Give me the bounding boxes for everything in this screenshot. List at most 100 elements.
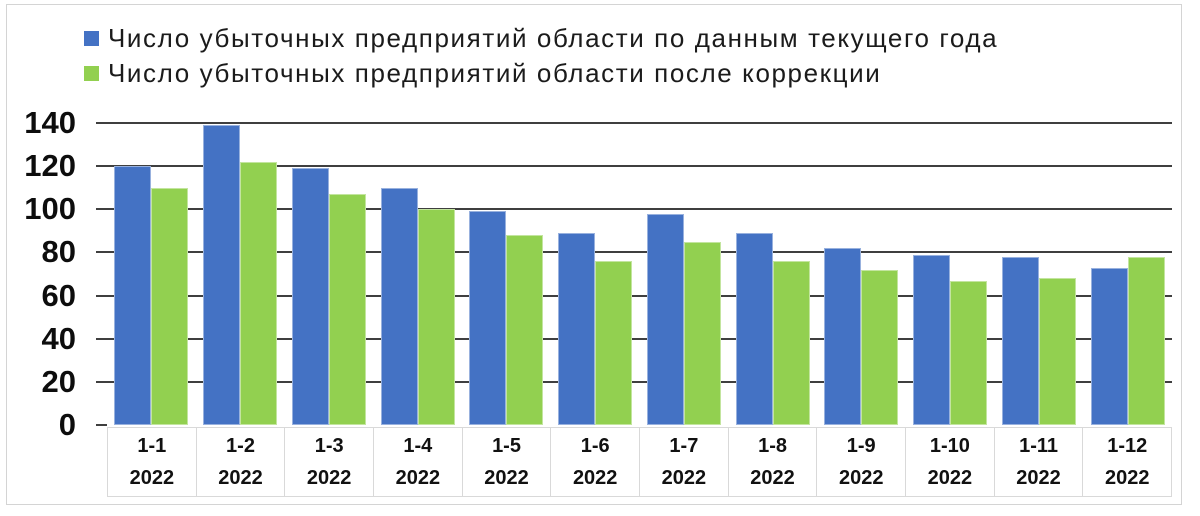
bar-group-1-2 xyxy=(196,123,285,425)
legend-swatch-icon xyxy=(84,66,99,81)
x-year-label: 2022 xyxy=(218,467,263,489)
x-category-label: 1-9 xyxy=(846,435,876,457)
y-tick-label: 60 xyxy=(41,277,76,313)
bar-current-year-1-1 xyxy=(114,166,152,425)
bar-current-year-1-7 xyxy=(646,213,684,425)
gridline xyxy=(107,251,1172,254)
x-category-cell-1-1: 1-1 2022 xyxy=(107,428,196,496)
bar-current-year-1-2 xyxy=(203,125,241,425)
bar-current-year-1-10 xyxy=(913,254,951,425)
bar-group-1-3 xyxy=(285,123,374,425)
plot-area xyxy=(107,122,1172,425)
x-category-label: 1-10 xyxy=(929,435,970,457)
bar-group-1-6 xyxy=(551,123,640,425)
y-tick-mark xyxy=(96,208,107,211)
legend-item-1: Число убыточных предприятий области посл… xyxy=(84,56,998,91)
y-tick-label: 140 xyxy=(24,105,76,140)
x-category-cell-1-6: 1-6 2022 xyxy=(550,428,639,496)
y-tick-mark xyxy=(96,424,107,426)
x-category-cell-1-11: 1-11 2022 xyxy=(993,428,1083,496)
y-axis: 0 20 40 60 80 100 120 140 xyxy=(0,0,76,516)
bar-corrected-1-11 xyxy=(1038,278,1076,425)
bar-corrected-1-12 xyxy=(1127,256,1165,425)
y-tick-label: 100 xyxy=(24,191,76,227)
x-category-cell-1-8: 1-8 2022 xyxy=(727,428,817,496)
x-year-label: 2022 xyxy=(129,467,175,489)
bar-corrected-1-10 xyxy=(950,280,988,425)
y-tick-mark xyxy=(96,165,107,168)
bar-corrected-1-3 xyxy=(328,194,366,425)
bar-current-year-1-8 xyxy=(735,233,773,425)
gridline xyxy=(107,380,1172,383)
bar-current-year-1-12 xyxy=(1090,267,1128,425)
x-category-label: 1-1 xyxy=(137,435,167,457)
x-year-label: 2022 xyxy=(306,467,352,489)
y-tick-mark xyxy=(96,294,107,297)
y-tick-mark xyxy=(96,122,107,124)
x-category-label: 1-7 xyxy=(669,435,699,457)
x-category-cell-1-7: 1-7 2022 xyxy=(639,428,728,496)
legend: Число убыточных предприятий области по д… xyxy=(84,21,998,91)
legend-label: Число убыточных предприятий области по д… xyxy=(108,23,999,53)
x-category-cell-1-4: 1-4 2022 xyxy=(373,428,462,496)
x-category-label: 1-5 xyxy=(492,435,521,457)
x-year-label: 2022 xyxy=(927,467,973,489)
x-category-cell-1-12: 1-12 2022 xyxy=(1082,428,1173,496)
y-tick-label: 0 xyxy=(58,407,76,442)
legend-item-0: Число убыточных предприятий области по д… xyxy=(84,21,998,56)
x-category-label: 1-8 xyxy=(758,435,787,457)
y-tick-label: 120 xyxy=(24,148,76,184)
x-category-label: 1-6 xyxy=(580,435,610,457)
x-category-cell-1-9: 1-9 2022 xyxy=(816,428,905,496)
bar-corrected-1-4 xyxy=(417,209,455,425)
bar-corrected-1-5 xyxy=(506,235,544,425)
x-year-label: 2022 xyxy=(750,467,795,489)
y-tick-label: 20 xyxy=(41,363,76,399)
x-category-cell-1-5: 1-5 2022 xyxy=(461,428,551,496)
y-tick-mark xyxy=(96,251,107,254)
bar-corrected-1-7 xyxy=(683,241,721,425)
x-category-label: 1-2 xyxy=(226,435,255,457)
bar-current-year-1-4 xyxy=(380,187,418,425)
gridline xyxy=(107,122,1172,124)
bar-group-1-4 xyxy=(373,123,462,425)
bar-group-1-5 xyxy=(462,123,551,425)
gridline xyxy=(107,165,1172,168)
bar-corrected-1-6 xyxy=(595,261,633,425)
y-axis-ticks xyxy=(96,0,107,516)
y-tick-mark xyxy=(96,380,107,383)
y-tick-mark xyxy=(96,337,107,340)
bar-corrected-1-8 xyxy=(772,261,810,425)
bar-group-1-11 xyxy=(995,123,1084,425)
x-year-label: 2022 xyxy=(661,467,707,489)
x-year-label: 2022 xyxy=(1104,467,1150,489)
bar-current-year-1-5 xyxy=(469,211,507,425)
x-category-cell-1-2: 1-2 2022 xyxy=(195,428,285,496)
x-year-label: 2022 xyxy=(484,467,529,489)
x-category-label: 1-11 xyxy=(1019,435,1059,457)
bar-group-1-10 xyxy=(906,123,995,425)
gridline xyxy=(107,294,1172,297)
bar-group-1-9 xyxy=(817,123,906,425)
bar-corrected-1-9 xyxy=(861,269,899,425)
y-tick-label: 40 xyxy=(41,320,76,356)
legend-label: Число убыточных предприятий области посл… xyxy=(108,58,882,88)
x-category-cell-1-10: 1-10 2022 xyxy=(905,428,994,496)
x-year-label: 2022 xyxy=(1016,467,1061,489)
y-tick-label: 80 xyxy=(41,234,76,270)
gridline xyxy=(107,208,1172,211)
x-category-cell-1-3: 1-3 2022 xyxy=(284,428,373,496)
x-category-label: 1-3 xyxy=(314,435,344,457)
gridline xyxy=(107,337,1172,340)
bar-current-year-1-6 xyxy=(558,233,596,425)
x-category-label: 1-4 xyxy=(403,435,433,457)
x-year-label: 2022 xyxy=(572,467,618,489)
legend-swatch-icon xyxy=(84,31,99,46)
bar-group-1-12 xyxy=(1083,123,1172,425)
bar-current-year-1-9 xyxy=(824,248,862,425)
bar-current-year-1-11 xyxy=(1001,256,1039,425)
x-year-label: 2022 xyxy=(838,467,884,489)
bar-corrected-1-2 xyxy=(240,161,278,425)
x-category-label: 1-12 xyxy=(1107,435,1148,457)
